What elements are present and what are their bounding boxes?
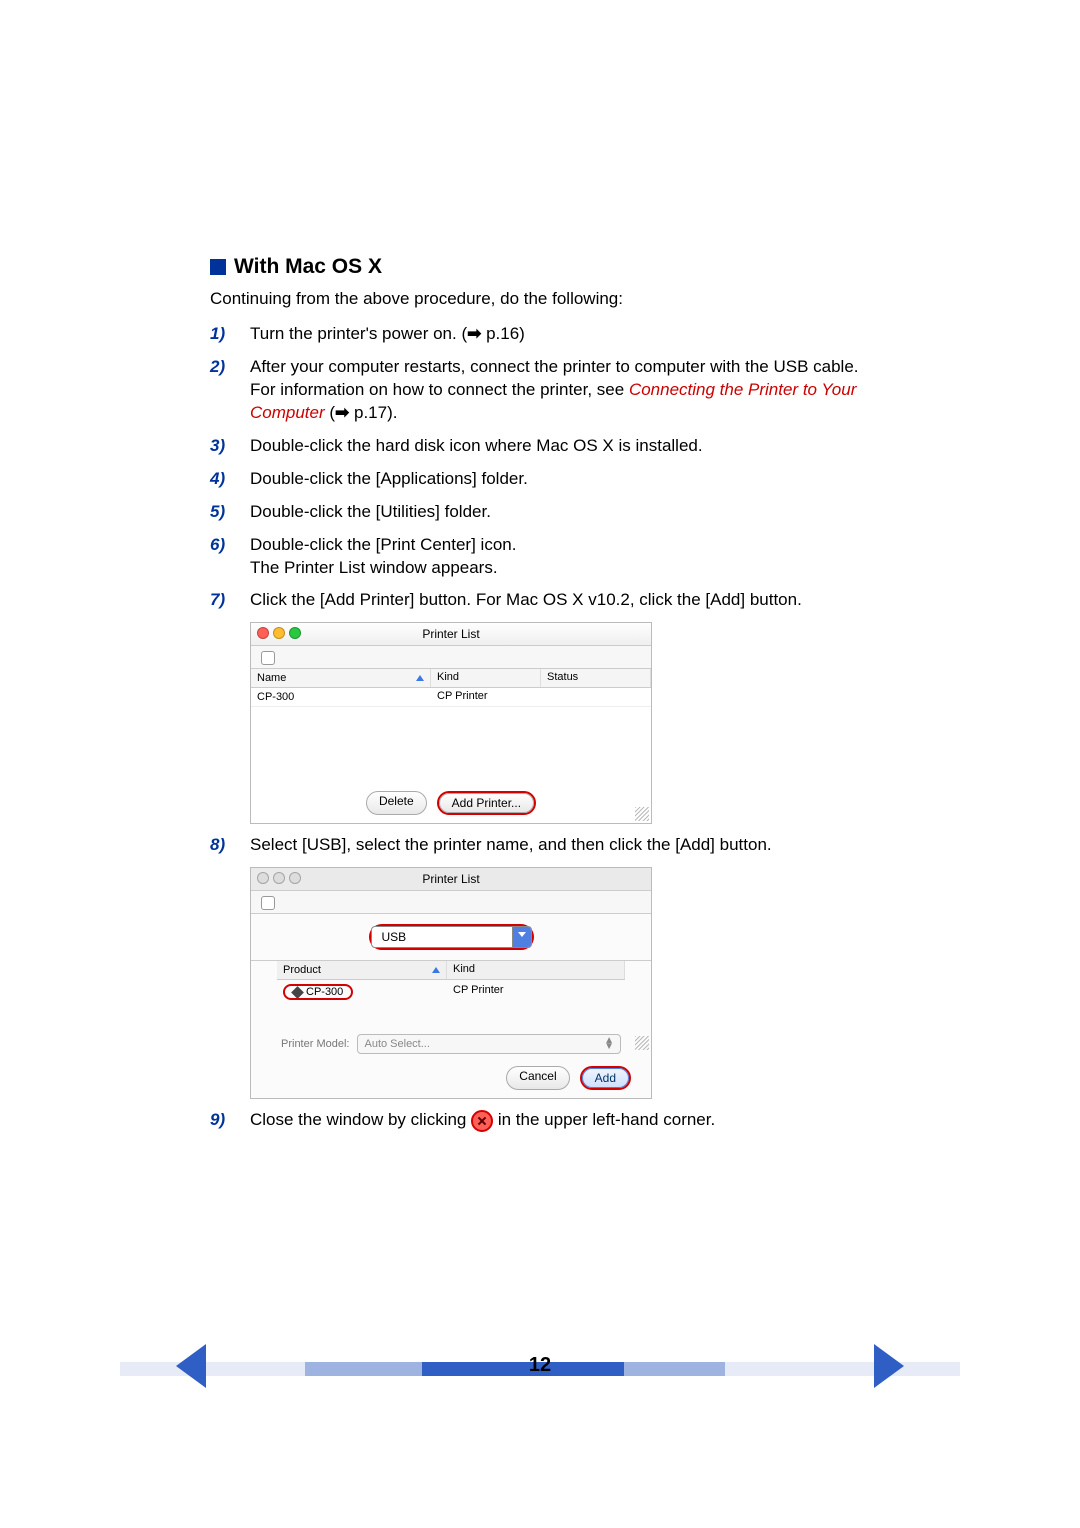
step-2-line1: After your computer restarts, connect th… [250, 356, 890, 379]
printer-model-value: Auto Select... [364, 1038, 429, 1050]
cell-kind: CP Printer [431, 688, 541, 706]
window-footer: Cancel Add [506, 1066, 631, 1090]
window-title: Printer List [422, 627, 479, 641]
add-printer-button[interactable]: Add Printer... [439, 793, 534, 813]
window-toolbar [251, 646, 651, 669]
delete-button[interactable]: Delete [366, 791, 427, 815]
step-9: Close the window by clicking in the uppe… [210, 1109, 890, 1132]
minimize-icon[interactable] [273, 627, 285, 639]
col-name: Name [257, 672, 286, 684]
col-status[interactable]: Status [541, 669, 651, 687]
close-icon [257, 872, 269, 884]
sort-asc-icon [432, 967, 440, 973]
page-number: 12 [120, 1354, 960, 1377]
step-9-b: in the upper left-hand corner. [498, 1110, 715, 1129]
step-3: Double-click the hard disk icon where Ma… [210, 435, 890, 458]
sort-asc-icon [416, 675, 424, 681]
section-header: With Mac OS X [210, 255, 890, 279]
traffic-lights [257, 627, 301, 639]
resize-handle-icon[interactable] [635, 1036, 649, 1050]
window-footer: Delete Add Printer... [251, 791, 651, 815]
printer-row[interactable]: CP-300 CP Printer [251, 688, 651, 707]
step-5: Double-click the [Utilities] folder. [210, 501, 890, 524]
step-1: Turn the printer's power on. (➡ p.16) [210, 323, 890, 346]
step-2: After your computer restarts, connect th… [210, 356, 890, 425]
step-6-line2: The Printer List window appears. [250, 557, 890, 580]
toolbar-button[interactable] [261, 896, 275, 910]
col-kind[interactable]: Kind [431, 669, 541, 687]
printer-model-label: Printer Model: [281, 1038, 349, 1050]
highlight-oval: USB [369, 924, 534, 950]
step-4: Double-click the [Applications] folder. [210, 468, 890, 491]
step-7: Click the [Add Printer] button. For Mac … [210, 589, 890, 612]
col-product[interactable]: Product [283, 964, 321, 976]
dropdown-icon [512, 927, 531, 947]
traffic-lights [257, 872, 301, 884]
screenshot-printer-list: Printer List Name Kind Status CP-300 CP … [250, 622, 652, 824]
close-window-icon [471, 1110, 493, 1132]
step-6-line1: Double-click the [Print Center] icon. [250, 534, 890, 557]
highlight-oval: CP-300 [283, 984, 353, 1000]
zoom-icon[interactable] [289, 627, 301, 639]
resize-handle-icon[interactable] [635, 807, 649, 821]
zoom-icon [289, 872, 301, 884]
step-1-text-a: Turn the printer's power on. ( [250, 324, 467, 343]
window-titlebar: Printer List [251, 623, 651, 646]
connection-value: USB [372, 930, 512, 944]
step-8: Select [USB], select the printer name, a… [210, 834, 890, 857]
cancel-button[interactable]: Cancel [506, 1066, 569, 1090]
intro-text: Continuing from the above procedure, do … [210, 289, 890, 309]
window-toolbar [251, 891, 651, 914]
arrow-icon: ➡ [467, 324, 481, 343]
page-footer: 12 [120, 1348, 960, 1390]
add-button[interactable]: Add [582, 1068, 629, 1088]
step-1-text-b: p.16) [481, 324, 524, 343]
window-titlebar: Printer List [251, 868, 651, 891]
close-icon[interactable] [257, 627, 269, 639]
screenshot-add-printer: Printer List USB Product [250, 867, 652, 1099]
section-title: With Mac OS X [234, 255, 382, 279]
connection-select-area: USB [251, 914, 651, 961]
step-9-a: Close the window by clicking [250, 1110, 471, 1129]
cell-status [541, 688, 651, 706]
section-bullet-icon [210, 259, 226, 275]
printer-model-select[interactable]: Auto Select... ▲▼ [357, 1034, 621, 1054]
col-kind[interactable]: Kind [447, 961, 625, 979]
cell-product: CP-300 [306, 986, 343, 998]
arrow-icon: ➡ [335, 403, 349, 422]
highlight-oval: Add [580, 1066, 631, 1090]
printer-model-row: Printer Model: Auto Select... ▲▼ [281, 1034, 621, 1054]
printer-row[interactable]: CP-300 CP Printer [277, 980, 625, 1004]
minimize-icon [273, 872, 285, 884]
updown-icon: ▲▼ [604, 1038, 614, 1050]
table-header: Product Kind [277, 961, 625, 980]
printer-icon [291, 986, 304, 999]
toolbar-button[interactable] [261, 651, 275, 665]
step-6: Double-click the [Print Center] icon. Th… [210, 534, 890, 580]
highlight-oval: Add Printer... [437, 791, 536, 815]
connection-select[interactable]: USB [371, 926, 532, 948]
table-header: Name Kind Status [251, 669, 651, 688]
cell-name: CP-300 [251, 688, 431, 706]
step-2-line2: For information on how to connect the pr… [250, 379, 890, 425]
window-title: Printer List [422, 872, 479, 886]
cell-kind: CP Printer [447, 980, 625, 1004]
